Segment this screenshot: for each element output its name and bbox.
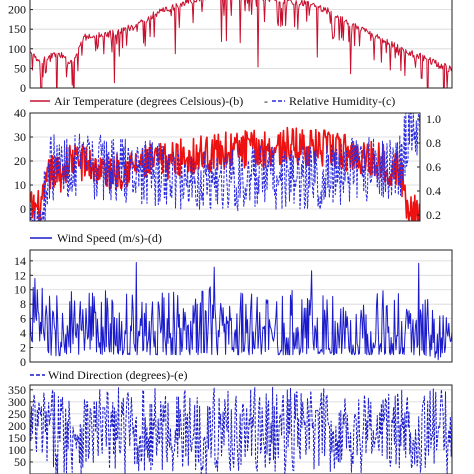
plot-frame [29, 249, 453, 363]
y2-tick-label: 0.2 [426, 208, 441, 222]
y-tick-label: 40 [14, 106, 26, 120]
y-tick-label: 12 [14, 268, 26, 282]
y-tick-label: 10 [14, 178, 26, 192]
legend-d: Wind Speed (m/s)-(d) [30, 231, 162, 245]
y-tick-label: 6 [20, 312, 26, 326]
series-line-wind-speed-m-s-d [30, 262, 452, 361]
panel-a: 0 50 100 150 200 [8, 0, 453, 95]
panel-b-c: 0 10 20 30 40 0.2 0.4 0.6 0.8 1.0 [14, 106, 441, 222]
y-tick-label: 8 [20, 297, 26, 311]
y-tick-label: 0 [20, 202, 26, 216]
legend-label-wind-speed: Wind Speed (m/s)-(d) [57, 231, 162, 245]
y-tick-label: 150 [8, 431, 26, 445]
y2-tick-label: 1.0 [426, 112, 441, 126]
legend-e: Wind Direction (degrees)-(e) [30, 368, 187, 382]
series-layer [30, 262, 452, 361]
series-line-wind-direction-degrees-e [30, 386, 452, 474]
y-tick-label: 300 [8, 395, 26, 409]
y-tick-label: 14 [14, 254, 26, 268]
y2-tick-label: 0.4 [426, 184, 441, 198]
y-tick-label: 200 [8, 419, 26, 433]
plot-frame [29, 0, 453, 89]
plot-panels: 0501001502000102030400.20.40.60.81.00246… [8, 0, 453, 474]
y-tick-label: 100 [8, 42, 26, 56]
legend-label-air-temperature: Air Temperature (degrees Celsious)-(b) [54, 94, 243, 108]
y-tick-label: 50 [14, 455, 26, 469]
y-tick-label: 100 [8, 443, 26, 457]
series-line-air-temperature-degrees-celsious-b [30, 126, 420, 221]
y-tick-label: 50 [14, 61, 26, 75]
y-tick-label: 0 [20, 81, 26, 95]
y2-tick-label: 0.8 [426, 136, 441, 150]
y-tick-label: 30 [14, 130, 26, 144]
y2-tick-label: 0.6 [426, 160, 441, 174]
legend-label-wind-direction: Wind Direction (degrees)-(e) [48, 368, 187, 382]
y-tick-label: 0 [20, 355, 26, 369]
series-line-relative-humidity-c [30, 113, 420, 221]
series-line-series [30, 0, 452, 88]
series-layer [30, 386, 452, 474]
y-tick-label: 350 [8, 383, 26, 397]
y-tick-label: 2 [20, 341, 26, 355]
y-tick-label: 250 [8, 407, 26, 421]
series-layer [30, 113, 420, 221]
legend-b-c: Air Temperature (degrees Celsious)-(b) -… [30, 94, 395, 108]
y-tick-label: 20 [14, 154, 26, 168]
legend-separator: - [264, 94, 268, 108]
y-tick-label: 10 [14, 283, 26, 297]
y-tick-label: 150 [8, 22, 26, 36]
y-tick-label: 4 [20, 326, 26, 340]
series-layer [30, 0, 452, 88]
plot-frame [29, 384, 453, 474]
legend-label-relative-humidity: Relative Humidity-(c) [289, 94, 395, 108]
y-tick-label: 200 [8, 3, 26, 17]
